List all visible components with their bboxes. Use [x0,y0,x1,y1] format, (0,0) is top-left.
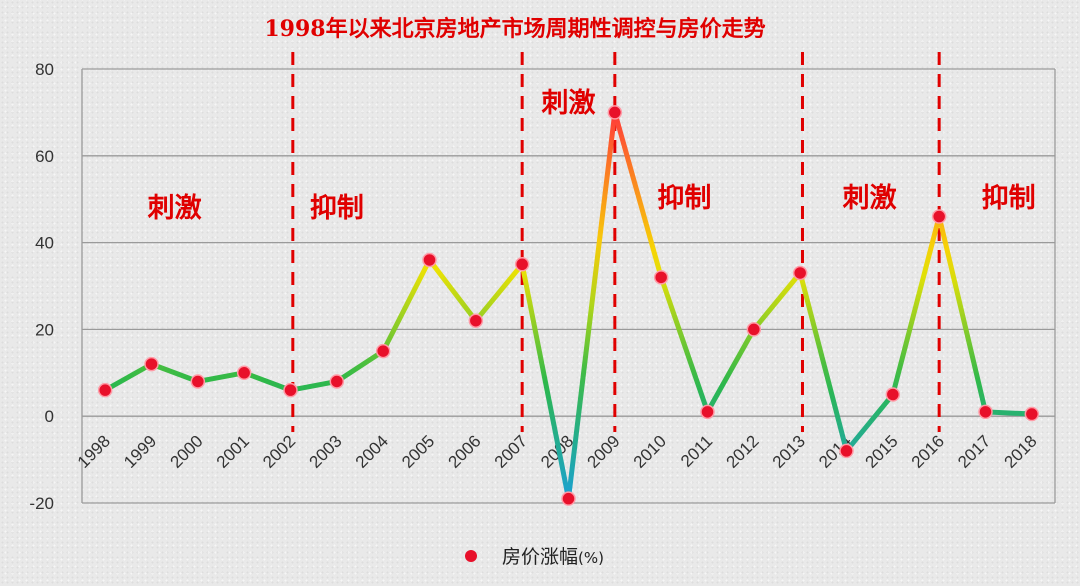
data-point [468,313,484,328]
series-markers [97,105,1040,506]
data-point [607,105,623,120]
data-point [839,443,854,459]
data-point [514,257,530,272]
series-segment [936,214,988,415]
y-tick-label: 0 [45,407,54,426]
data-point [144,356,159,372]
x-tick-label: 2004 [352,432,392,472]
phase-label: 抑制 [310,193,364,224]
data-point [97,382,113,398]
series-segment [195,370,247,384]
x-tick-label: 2011 [677,432,716,471]
series-line [102,109,1035,502]
y-tick-label: 60 [35,147,54,166]
series-segment [844,392,896,454]
series-segment [380,257,432,354]
y-tick-label: -20 [29,494,54,513]
series-segment [427,257,479,324]
phase-dividers [291,52,941,432]
series-segment [612,109,664,280]
phase-label: 抑制 [657,183,711,214]
x-tick-label: 1999 [120,432,160,472]
x-tick-label: 2017 [954,432,994,472]
data-point [1024,406,1040,422]
data-point [329,374,345,389]
series-segment [519,261,571,502]
x-tick-label: 2010 [630,432,670,472]
series-segment [102,361,154,393]
data-point [931,209,947,224]
legend-label: 房价涨幅(%) [502,546,604,568]
grid [81,68,1056,504]
data-point [190,374,206,389]
chart-title: 1998年以来北京房地产市场周期性调控与房价走势 [264,16,765,42]
data-point [375,343,391,359]
phase-label: 刺激 [843,182,897,214]
series-segment [983,409,1035,417]
data-point [978,404,993,420]
data-point [236,365,252,381]
series-segment [241,370,293,393]
series-segment [288,378,340,393]
series-segment [751,270,803,332]
x-tick-label: 2000 [166,432,206,472]
x-tick-label: 2015 [861,432,901,472]
data-point [700,404,715,420]
x-tick-label: 2009 [583,432,623,472]
x-tick-label: 2018 [1000,432,1040,472]
y-axis: -20 0 20 40 60 80 [29,60,54,513]
y-tick-label: 20 [35,320,54,339]
series-segment [473,261,525,324]
phase-label: 刺激 [148,192,202,224]
series-segment [797,270,849,454]
series-segment [566,109,618,502]
data-point [422,252,437,268]
y-tick-label: 80 [35,60,54,79]
x-tick-label: 2007 [491,432,531,472]
series-segment [149,361,201,384]
series-segment [658,274,710,415]
x-tick-label: 2012 [722,432,762,472]
x-tick-label: 2002 [259,432,299,472]
series-segment [705,326,757,415]
series-segment [334,348,386,384]
legend: 房价涨幅(%) [446,546,604,568]
data-point [561,491,576,506]
x-tick-label: 1998 [74,432,114,472]
legend-marker-swatch [465,550,477,562]
y-tick-label: 40 [35,234,54,253]
x-tick-label: 2013 [769,432,809,472]
phase-label: 抑制 [982,183,1036,214]
x-tick-label: 2006 [444,432,484,472]
data-point [283,382,298,398]
data-point [653,270,669,285]
phase-label: 刺激 [542,87,596,119]
data-point [746,322,762,337]
data-point [885,387,901,402]
x-tick-label: 2003 [305,432,345,472]
series-segment [890,214,942,397]
data-point [792,265,808,281]
x-tick-label: 2001 [213,432,253,472]
x-tick-label: 2005 [398,432,438,472]
x-tick-label: 2016 [908,432,948,472]
